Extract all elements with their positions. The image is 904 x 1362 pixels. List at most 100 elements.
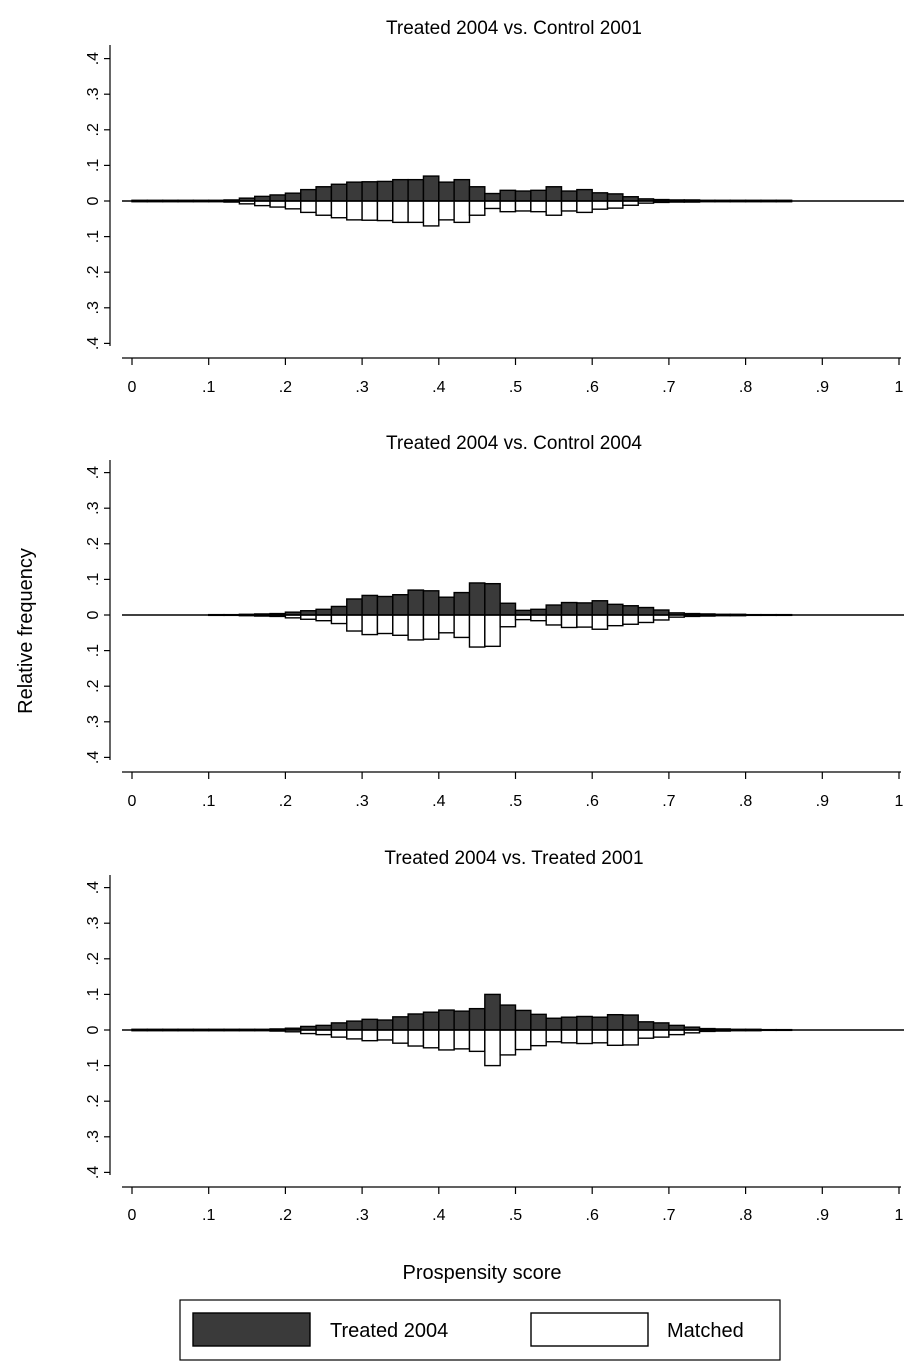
- histogram-bar: [300, 200, 317, 214]
- x-tick-label: .1: [202, 1207, 215, 1224]
- histogram-bar: [453, 200, 471, 224]
- histogram-bar: [422, 590, 440, 616]
- y-tick-label: .1: [85, 1059, 102, 1072]
- histogram-bar: [330, 605, 348, 616]
- histogram-bar: [484, 1029, 501, 1067]
- histogram-bar: [560, 614, 578, 629]
- histogram-bar: [560, 200, 578, 212]
- histogram-bar: [453, 1010, 471, 1031]
- histogram-bar: [330, 200, 348, 219]
- histogram-bar: [622, 614, 639, 625]
- histogram-bar: [530, 614, 547, 622]
- histogram-bar: [591, 614, 609, 630]
- histogram-bar: [622, 1029, 639, 1046]
- x-tick-label: .5: [509, 1207, 522, 1224]
- histogram-bar: [530, 200, 547, 213]
- x-axis-label: Prospensity score: [403, 1262, 562, 1284]
- x-tick-label: .3: [355, 1207, 368, 1224]
- chart-panel-3: Treated 2004 vs. Treated 2001 .4 .3 .2 .1 0 .1…: [85, 848, 904, 1224]
- series-matched: [131, 1029, 793, 1067]
- legend-label-matched: Matched: [667, 1320, 744, 1342]
- histogram-bar: [346, 1029, 363, 1040]
- histogram-bar: [269, 200, 287, 208]
- x-tick-label: .7: [662, 793, 675, 810]
- histogram-bar: [637, 1021, 655, 1031]
- x-tick-label: .1: [202, 379, 215, 396]
- histogram-bar: [514, 190, 532, 202]
- x-tick-label: .6: [586, 1207, 599, 1224]
- histogram-bar: [392, 594, 409, 616]
- y-tick-label: 0: [85, 1025, 102, 1034]
- y-tick-label: .2: [85, 679, 102, 692]
- histogram-bar: [468, 1029, 486, 1053]
- histogram-bar: [560, 1016, 578, 1031]
- histogram-bar: [530, 189, 547, 202]
- histogram-bar: [453, 1029, 471, 1050]
- chart-panel-2: Treated 2004 vs. Control 2004 .4 .3 .2 .1 0 .1…: [85, 433, 904, 810]
- histogram-bar: [422, 1011, 440, 1031]
- histogram-bar: [361, 200, 379, 221]
- histogram-bar: [346, 200, 363, 221]
- histogram-bar: [376, 180, 394, 202]
- histogram-bar: [438, 181, 455, 202]
- y-tick-label: .4: [85, 52, 102, 65]
- histogram-bar: [591, 600, 609, 616]
- histogram-bar: [514, 1009, 532, 1031]
- histogram-bar: [591, 200, 609, 210]
- histogram-bar: [468, 200, 486, 216]
- x-tick-label: 0: [128, 379, 137, 396]
- y-tick-label: .2: [85, 123, 102, 136]
- x-tick-label: .3: [355, 793, 368, 810]
- histogram-bar: [606, 193, 624, 202]
- histogram-bar: [284, 192, 302, 202]
- histogram-bar: [499, 1029, 517, 1056]
- x-tick-label: .6: [586, 793, 599, 810]
- panels-group: Treated 2004 vs. Control 2001 .4 .3 .2 .1 0 .1…: [85, 18, 904, 1224]
- histogram-bar: [576, 602, 593, 616]
- x-tick-label: .8: [739, 1207, 752, 1224]
- histogram-bar: [376, 614, 394, 635]
- y-tick-label: .4: [85, 751, 102, 764]
- histogram-bar: [652, 1029, 670, 1038]
- histogram-bar: [545, 200, 563, 216]
- x-tick-label: .5: [509, 379, 522, 396]
- y-tick-label: 0: [85, 610, 102, 619]
- histogram-bar: [376, 200, 394, 222]
- y-tick-label: .2: [85, 265, 102, 278]
- legend-swatch-treated-2004: [192, 1312, 311, 1347]
- histogram-bar: [269, 194, 287, 202]
- histogram-bar: [606, 1013, 624, 1031]
- histogram-bar: [315, 186, 333, 202]
- x-tick-label: .9: [816, 793, 829, 810]
- histogram-bar: [606, 603, 624, 616]
- x-tick-label: .1: [202, 793, 215, 810]
- histogram-bar: [606, 614, 624, 627]
- x-tick-label: .4: [432, 379, 445, 396]
- histogram-bar: [622, 1014, 639, 1031]
- histogram-bar: [407, 200, 425, 224]
- histogram-bar: [422, 1029, 440, 1049]
- histogram-bar: [330, 1029, 348, 1038]
- histogram-bar: [499, 602, 517, 616]
- histogram-bar: [438, 200, 455, 221]
- histogram-bar: [576, 1029, 593, 1045]
- histogram-bar: [637, 1029, 655, 1039]
- x-tick-label: 0: [128, 793, 137, 810]
- histogram-bar: [576, 614, 593, 628]
- y-tick-label: .4: [85, 466, 102, 479]
- histogram-bar: [330, 614, 348, 625]
- y-tick-label: .2: [85, 952, 102, 965]
- histogram-bar: [560, 1029, 578, 1044]
- histogram-bar: [346, 598, 363, 616]
- x-tick-label: .5: [509, 793, 522, 810]
- x-tick-label: .6: [586, 379, 599, 396]
- y-tick-label: .3: [85, 916, 102, 929]
- x-tick-label: .9: [816, 379, 829, 396]
- histogram-bar: [468, 186, 486, 202]
- histogram-bar: [530, 1013, 547, 1031]
- histogram-bar: [407, 1013, 425, 1031]
- histogram-bar: [484, 614, 501, 648]
- y-tick-label: .4: [85, 1166, 102, 1179]
- histogram-bar: [361, 181, 379, 202]
- x-tick-label: .2: [279, 793, 292, 810]
